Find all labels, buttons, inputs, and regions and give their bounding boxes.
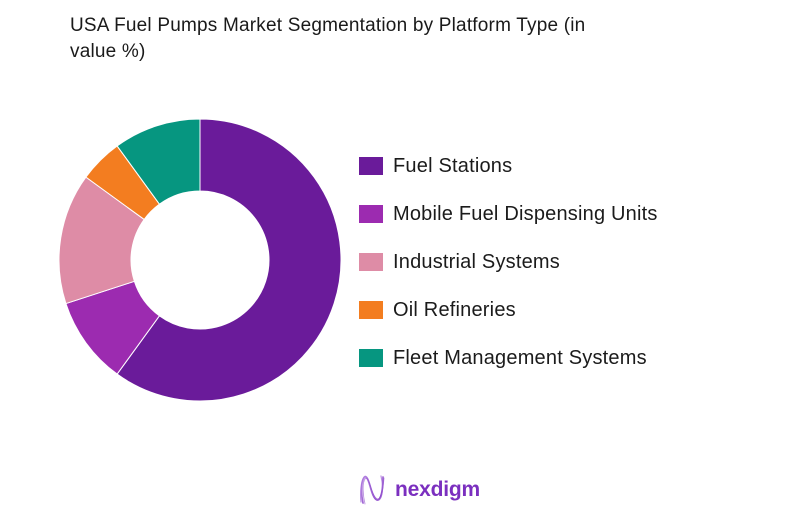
donut-chart — [58, 118, 342, 402]
legend-swatch — [359, 205, 383, 223]
legend-label: Fleet Management Systems — [393, 346, 647, 369]
nexdigm-logo-icon — [360, 475, 385, 505]
chart-title: USA Fuel Pumps Market Segmentation by Pl… — [70, 15, 586, 62]
legend-item-mobile-fuel-dispensing-units: Mobile Fuel Dispensing Units — [359, 202, 658, 225]
donut-chart-svg — [58, 118, 342, 402]
legend-label: Industrial Systems — [393, 250, 560, 273]
legend: Fuel Stations Mobile Fuel Dispensing Unit… — [359, 154, 658, 397]
legend-label: Mobile Fuel Dispensing Units — [393, 202, 658, 225]
donut-segment-fleet-management-systems — [116, 118, 201, 205]
legend-swatch — [359, 253, 383, 271]
legend-label: Oil Refineries — [393, 298, 516, 321]
legend-swatch — [359, 157, 383, 175]
legend-swatch — [359, 349, 383, 367]
brand-logo-text: nexdigm — [395, 478, 480, 501]
legend-item-industrial-systems: Industrial Systems — [359, 250, 658, 273]
legend-item-fuel-stations: Fuel Stations — [359, 154, 658, 177]
legend-item-oil-refineries: Oil Refineries — [359, 298, 658, 321]
legend-label: Fuel Stations — [393, 154, 513, 177]
legend-item-fleet-management-systems: Fleet Management Systems — [359, 346, 658, 369]
brand-footer: nexdigm — [357, 472, 480, 508]
legend-swatch — [359, 301, 383, 319]
donut-segment-fuel-stations — [116, 118, 342, 402]
